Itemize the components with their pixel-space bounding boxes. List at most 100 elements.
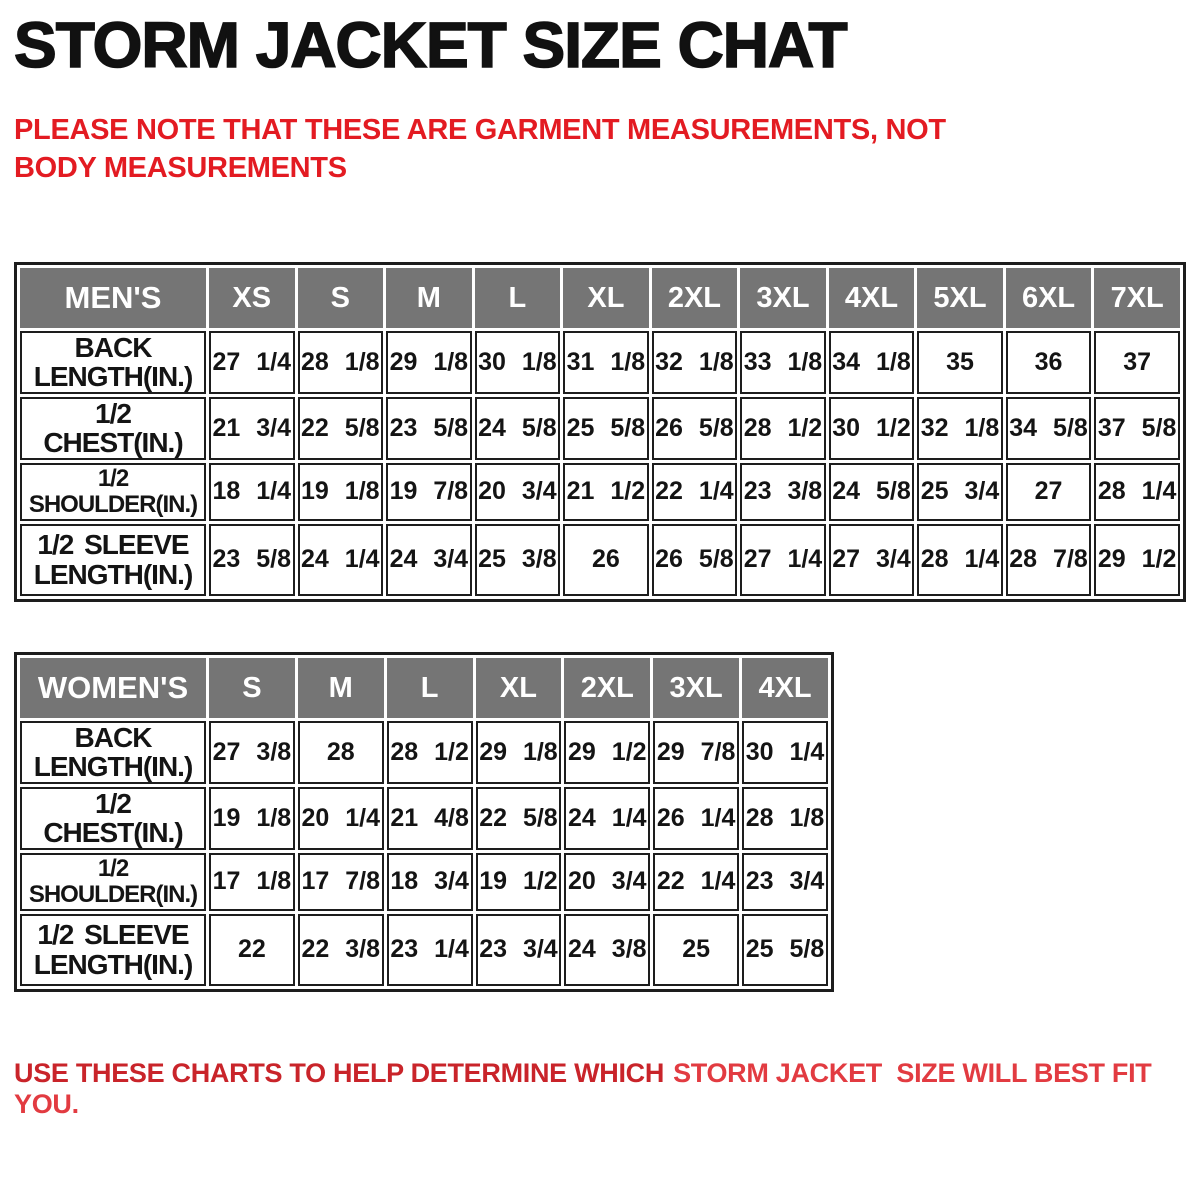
size-value-cell: 20 3/4 [564,852,651,911]
row-label-cell: 1/2 SHOULDER(IN.) [20,462,206,521]
size-value-cell: 23 3/4 [742,852,828,911]
size-value-cell: 28 7/8 [1005,523,1092,596]
size-value-cell: 24 5/8 [474,396,561,460]
size-value-cell: 26 1/4 [653,786,740,850]
size-value-cell: 19 1/8 [209,786,295,850]
size-value-cell: 34 1/8 [828,331,915,394]
size-value-cell: 30 1/8 [474,331,561,394]
size-header-cell: L [474,268,561,328]
size-value-cell: 29 7/8 [653,721,740,784]
size-header-cell: 3XL [653,658,740,718]
measurement-row: BACK LENGTH(IN.) 27 3/8 28 28 1/2 29 1/8 29 1… [20,721,828,784]
size-value-cell: 37 5/8 [1094,396,1180,460]
mens-header-row: MEN'S XS S M L XL 2XL 3XL 4XL 5XL 6XL 7XL [20,268,1180,328]
size-value-cell: 24 1/4 [297,523,384,596]
size-header-cell: 7XL [1094,268,1180,328]
size-value-cell: 21 4/8 [386,786,473,850]
size-value-cell: 22 5/8 [297,396,384,460]
row-label-cell: 1/2 SLEEVE LENGTH(IN.) [20,913,206,986]
size-value-cell: 23 5/8 [386,396,472,460]
size-value-cell: 35 [917,331,1003,394]
size-value-cell: 18 3/4 [386,852,473,911]
size-value-cell: 36 [1005,331,1092,394]
measurement-row: 1/2 SLEEVE LENGTH(IN.) 22 22 3/8 23 1/4 23 3… [20,913,828,986]
table-title-cell: WOMEN'S [20,658,206,718]
size-value-cell: 33 1/8 [740,331,826,394]
size-value-cell: 23 3/8 [740,462,826,521]
row-label-cell: BACK LENGTH(IN.) [20,721,206,784]
size-header-cell: 3XL [740,268,826,328]
size-value-cell: 25 5/8 [563,396,649,460]
size-value-cell: 17 1/8 [209,852,295,911]
size-value-cell: 20 1/4 [297,786,384,850]
size-value-cell: 25 [653,913,740,986]
fit-advice-part1: USE THESE CHARTS TO HELP DETERMINE WHICH [14,1058,665,1088]
size-value-cell: 22 5/8 [475,786,562,850]
size-value-cell: 26 5/8 [651,523,738,596]
row-label-cell: 1/2 CHEST(IN.) [20,786,206,850]
size-header-cell: L [386,658,473,718]
size-value-cell: 29 1/2 [564,721,651,784]
table-title-cell: MEN'S [20,268,206,328]
size-value-cell: 26 [563,523,649,596]
size-header-cell: 5XL [917,268,1003,328]
size-value-cell: 32 1/8 [651,331,738,394]
size-header-cell: 2XL [564,658,651,718]
mens-table-body: BACK LENGTH(IN.) 27 1/4 28 1/8 29 1/8 30 1/8… [20,331,1180,596]
row-label-cell: BACK LENGTH(IN.) [20,331,206,394]
size-value-cell: 27 1/4 [209,331,295,394]
row-label-cell: 1/2 SHOULDER(IN.) [20,852,206,911]
size-value-cell: 27 3/8 [209,721,295,784]
garment-measurement-note: PLEASE NOTE THAT THESE ARE GARMENT MEASU… [14,114,946,184]
size-header-cell: XL [475,658,562,718]
size-value-cell: 28 1/2 [740,396,826,460]
size-value-cell: 19 7/8 [386,462,472,521]
size-value-cell: 31 1/8 [563,331,649,394]
measurement-row: 1/2 SLEEVE LENGTH(IN.) 23 5/8 24 1/4 24 3/4… [20,523,1180,596]
size-value-cell: 28 1/8 [742,786,828,850]
size-value-cell: 29 1/2 [1094,523,1180,596]
size-value-cell: 27 3/4 [828,523,915,596]
size-value-cell: 23 5/8 [209,523,295,596]
row-label-cell: 1/2 CHEST(IN.) [20,396,206,460]
size-value-cell: 22 3/8 [297,913,384,986]
size-value-cell: 24 5/8 [828,462,915,521]
size-header-cell: M [297,658,384,718]
size-header-cell: S [297,268,384,328]
size-header-cell: S [209,658,295,718]
size-header-cell: 6XL [1005,268,1092,328]
size-value-cell: 18 1/4 [209,462,295,521]
size-value-cell: 30 1/2 [828,396,915,460]
size-header-cell: XS [209,268,295,328]
measurement-row: 1/2 SHOULDER(IN.) 17 1/8 17 7/8 18 3/4 19 1/… [20,852,828,911]
size-value-cell: 21 3/4 [209,396,295,460]
fit-advice-part2: STORM JACKET SIZE WILL BEST FIT YOU. [14,1058,1159,1119]
size-value-cell: 27 [1005,462,1092,521]
size-value-cell: 32 1/8 [917,396,1003,460]
measurement-row: 1/2 CHEST(IN.) 19 1/8 20 1/4 21 4/8 22 5/8 24… [20,786,828,850]
womens-header-row: WOMEN'S S M L XL 2XL 3XL 4XL [20,658,828,718]
size-value-cell: 28 1/4 [1094,462,1180,521]
size-value-cell: 25 3/4 [917,462,1003,521]
size-value-cell: 28 [297,721,384,784]
measurement-row: 1/2 CHEST(IN.) 21 3/4 22 5/8 23 5/8 24 5/8 25… [20,396,1180,460]
size-value-cell: 23 1/4 [386,913,473,986]
size-value-cell: 21 1/2 [563,462,649,521]
size-value-cell: 24 3/4 [386,523,472,596]
size-value-cell: 26 5/8 [651,396,738,460]
size-header-cell: XL [563,268,649,328]
womens-table-body: BACK LENGTH(IN.) 27 3/8 28 28 1/2 29 1/8 29 1… [20,721,828,986]
size-value-cell: 22 1/4 [651,462,738,521]
size-value-cell: 17 7/8 [297,852,384,911]
size-value-cell: 29 1/8 [386,331,472,394]
size-value-cell: 30 1/4 [742,721,828,784]
size-value-cell: 20 3/4 [474,462,561,521]
size-value-cell: 25 5/8 [742,913,828,986]
mens-size-table: MEN'S XS S M L XL 2XL 3XL 4XL 5XL 6XL 7XL BACK LENG… [14,262,1186,602]
size-value-cell: 34 5/8 [1005,396,1092,460]
measurement-row: 1/2 SHOULDER(IN.) 18 1/4 19 1/8 19 7/8 20 3/… [20,462,1180,521]
size-value-cell: 23 3/4 [475,913,562,986]
size-value-cell: 25 3/8 [474,523,561,596]
size-value-cell: 24 1/4 [564,786,651,850]
size-value-cell: 24 3/8 [564,913,651,986]
